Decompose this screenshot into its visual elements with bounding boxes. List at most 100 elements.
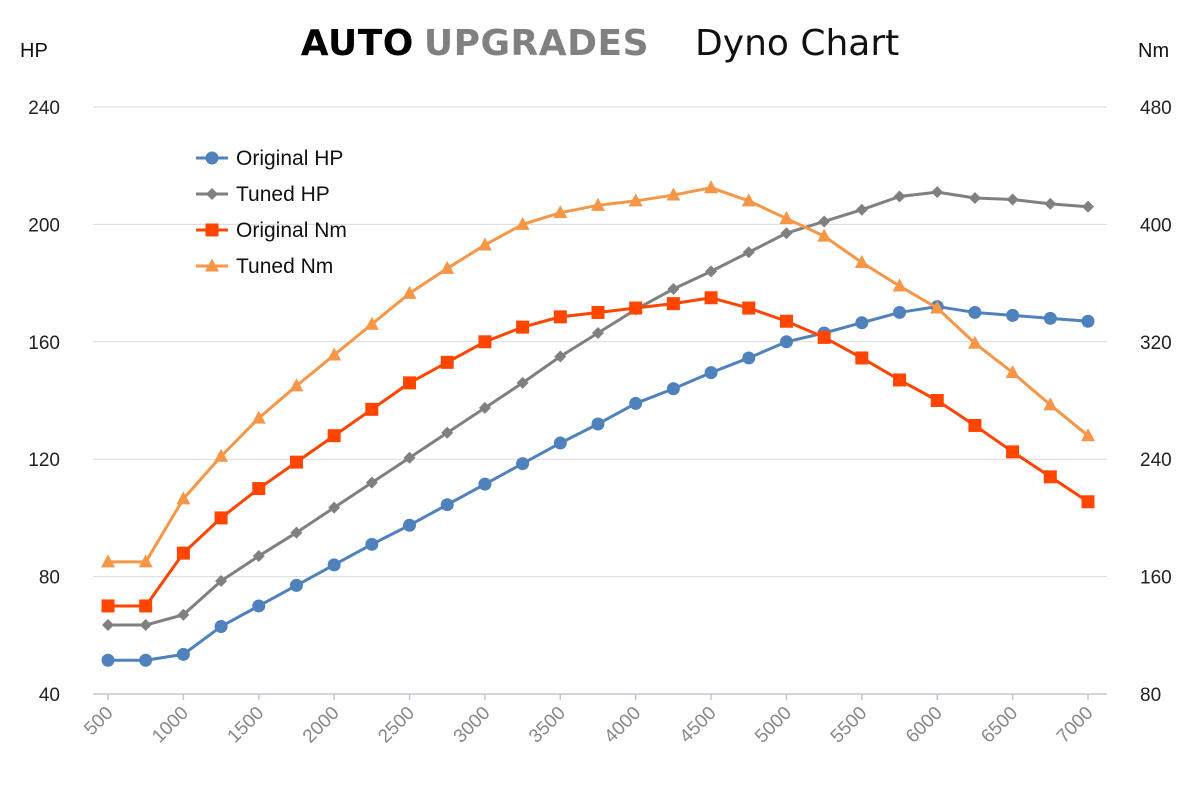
legend-item-original-nm: Original Nm xyxy=(196,219,347,242)
tuned-nm-series xyxy=(101,180,1095,568)
original-nm-point xyxy=(666,297,680,311)
grid-lines xyxy=(93,106,1107,578)
tuned-hp-point xyxy=(441,426,454,439)
x-tick-label: 6000 xyxy=(902,703,947,748)
tuned-nm-point xyxy=(440,260,455,274)
original-nm-point xyxy=(101,599,115,613)
legend-swatch-marker xyxy=(205,151,219,165)
y-right-tick-label: 80 xyxy=(1140,685,1161,706)
x-tick-label: 4000 xyxy=(600,703,645,748)
left-axis-unit: HP xyxy=(20,40,48,62)
original-nm-point xyxy=(629,301,643,315)
original-hp-point xyxy=(1006,308,1020,322)
tuned-nm-point xyxy=(402,285,417,299)
tuned-hp-point xyxy=(818,215,831,228)
tuned-hp-point xyxy=(554,350,567,363)
tuned-nm-point xyxy=(779,211,794,225)
original-nm-point xyxy=(591,305,605,319)
original-nm-point xyxy=(440,355,454,369)
original-hp-point xyxy=(101,653,115,667)
legend-item-tuned-nm: Tuned Nm xyxy=(196,255,333,278)
original-nm-point xyxy=(1006,445,1020,459)
y-left-tick-label: 160 xyxy=(28,333,60,354)
original-nm-point xyxy=(252,482,266,496)
tuned-hp-point xyxy=(705,265,718,278)
y-left-tick-label: 120 xyxy=(28,450,60,471)
tuned-hp-point xyxy=(742,246,755,259)
original-hp-point xyxy=(214,619,228,633)
legend-label: Original Nm xyxy=(236,219,347,242)
tuned-hp-point xyxy=(931,186,944,199)
brand-upgrades-text: UPGRADES xyxy=(423,23,650,64)
legend-label: Tuned Nm xyxy=(236,255,333,278)
legend-swatch-marker xyxy=(206,188,218,200)
legend-swatch-marker xyxy=(205,223,219,237)
tuned-nm-point xyxy=(327,347,342,361)
chart-title: AUTO UPGRADES Dyno Chart xyxy=(0,22,1200,64)
tuned-hp-point xyxy=(1006,193,1019,206)
original-nm-point xyxy=(704,291,718,305)
tuned-nm-point xyxy=(176,491,191,505)
tuned-nm-point xyxy=(967,335,982,349)
original-hp-point xyxy=(1081,314,1095,328)
tuned-nm-point xyxy=(1005,365,1020,379)
original-hp-point xyxy=(704,366,718,380)
y-right-tick-label: 160 xyxy=(1140,568,1172,589)
tuned-nm-point xyxy=(214,448,229,462)
x-tick-label: 2500 xyxy=(374,703,419,748)
x-tick-label: 4500 xyxy=(676,703,721,748)
tuned-nm-point xyxy=(892,278,907,292)
tuned-nm-point xyxy=(817,228,832,242)
legend: Original HP Tuned HP Original Nm Tuned Nm xyxy=(196,147,347,278)
tuned-nm-point xyxy=(364,316,379,330)
original-nm-point xyxy=(214,511,228,525)
original-hp-point xyxy=(139,653,153,667)
tuned-nm-point xyxy=(251,410,266,424)
original-nm-point xyxy=(930,394,944,407)
tuned-hp-point xyxy=(855,203,868,216)
y-left-tick-label: 240 xyxy=(28,98,60,119)
tuned-hp-point xyxy=(478,401,491,414)
original-hp-point xyxy=(252,599,266,613)
original-nm-point xyxy=(779,314,793,328)
original-hp-series xyxy=(101,300,1095,667)
tuned-nm-point xyxy=(138,554,153,568)
y-right-tick-label: 480 xyxy=(1140,98,1172,119)
original-nm-point xyxy=(176,546,190,560)
tuned-nm-point xyxy=(553,205,568,219)
original-nm-point xyxy=(1081,495,1095,509)
tuned-hp-series xyxy=(102,186,1094,632)
original-hp-point xyxy=(855,316,869,330)
original-nm-point xyxy=(365,402,379,416)
tuned-hp-point xyxy=(252,550,265,563)
legend-label: Original HP xyxy=(236,147,343,170)
tuned-hp-point xyxy=(139,619,152,632)
tuned-hp-point xyxy=(328,501,341,514)
tuned-hp-point xyxy=(290,526,303,539)
tuned-nm-point xyxy=(477,237,492,251)
x-tick-label: 500 xyxy=(80,703,117,740)
right-axis-unit: Nm xyxy=(1138,40,1170,62)
original-nm-point xyxy=(289,455,303,469)
tuned-nm-point xyxy=(591,197,605,211)
legend-item-original-hp: Original HP xyxy=(196,147,343,170)
legend-item-tuned-hp: Tuned HP xyxy=(196,183,330,206)
original-hp-point xyxy=(591,417,605,431)
y-left-tick-label: 40 xyxy=(39,685,60,706)
original-nm-point xyxy=(516,320,530,334)
x-tick-label: 7000 xyxy=(1053,703,1098,748)
original-hp-point xyxy=(176,647,190,661)
tuned-nm-point xyxy=(930,300,945,314)
tuned-hp-point xyxy=(516,376,529,389)
tuned-nm-point xyxy=(1081,428,1095,442)
original-hp-point xyxy=(742,351,756,365)
original-hp-point xyxy=(403,518,417,532)
tuned-nm-point xyxy=(101,554,115,568)
tuned-hp-point xyxy=(1082,200,1094,213)
original-hp-point xyxy=(629,396,643,410)
tuned-hp-point xyxy=(102,619,114,632)
y-left-tick-label: 200 xyxy=(28,215,60,236)
series-lines xyxy=(101,180,1095,667)
x-tick-label: 1000 xyxy=(148,703,193,748)
